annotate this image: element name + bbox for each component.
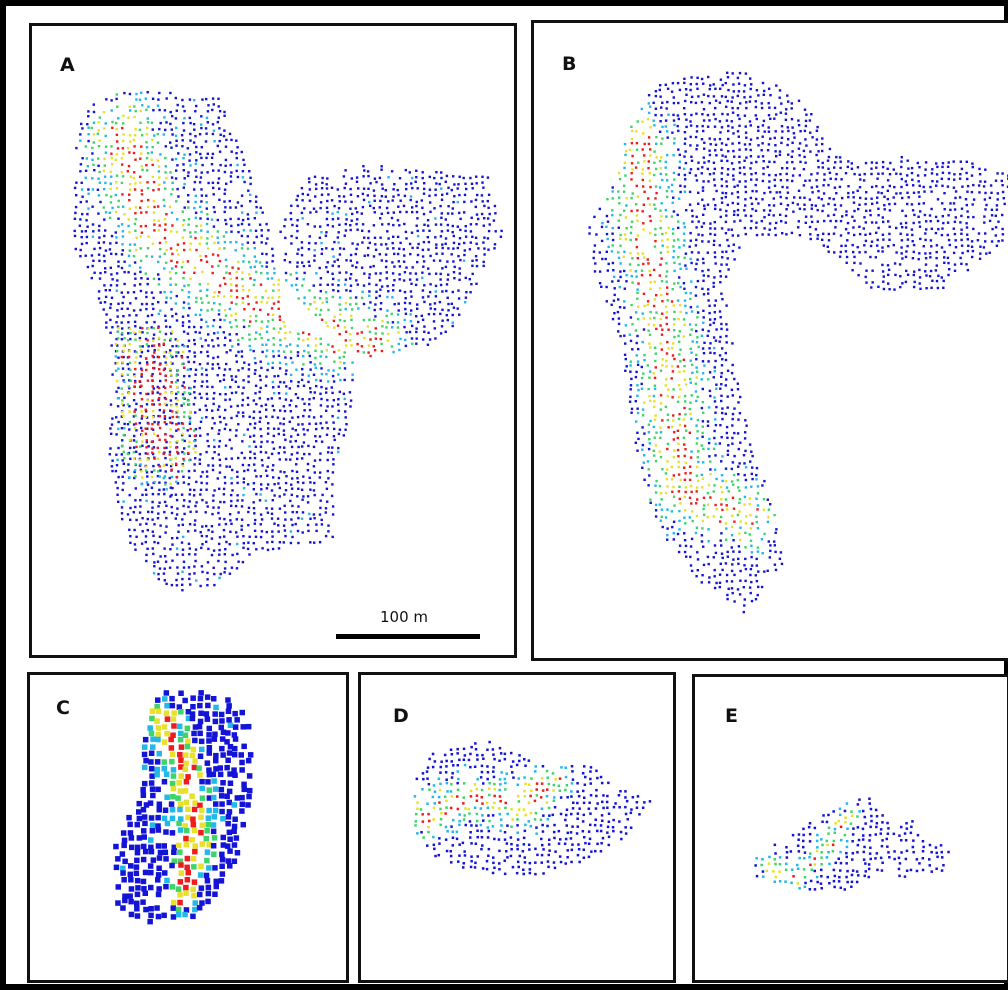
point-markers	[113, 690, 254, 925]
point-cloud-e	[754, 797, 950, 891]
point-markers	[754, 797, 950, 891]
point-markers	[114, 326, 197, 497]
panel-d-label: D	[393, 705, 409, 727]
panel-d: D	[358, 672, 676, 983]
panel-b-label: B	[562, 53, 577, 75]
point-cloud-a	[73, 91, 503, 592]
scale-bar-label: 100 m	[380, 608, 429, 626]
panel-b: B	[531, 20, 1008, 661]
point-cloud-b	[588, 71, 1008, 614]
point-markers	[73, 91, 503, 592]
point-markers	[413, 740, 652, 876]
scale-bar	[336, 634, 480, 639]
panel-e-label: E	[725, 705, 738, 727]
panel-c: C	[27, 672, 349, 983]
point-markers	[588, 71, 1008, 614]
point-cloud-d	[413, 740, 652, 876]
point-cloud-c	[113, 690, 254, 925]
panel-a-label: A	[60, 54, 75, 76]
panel-e: E	[692, 674, 1008, 983]
panel-a: A 100 m	[29, 23, 517, 658]
panel-c-label: C	[56, 697, 70, 719]
